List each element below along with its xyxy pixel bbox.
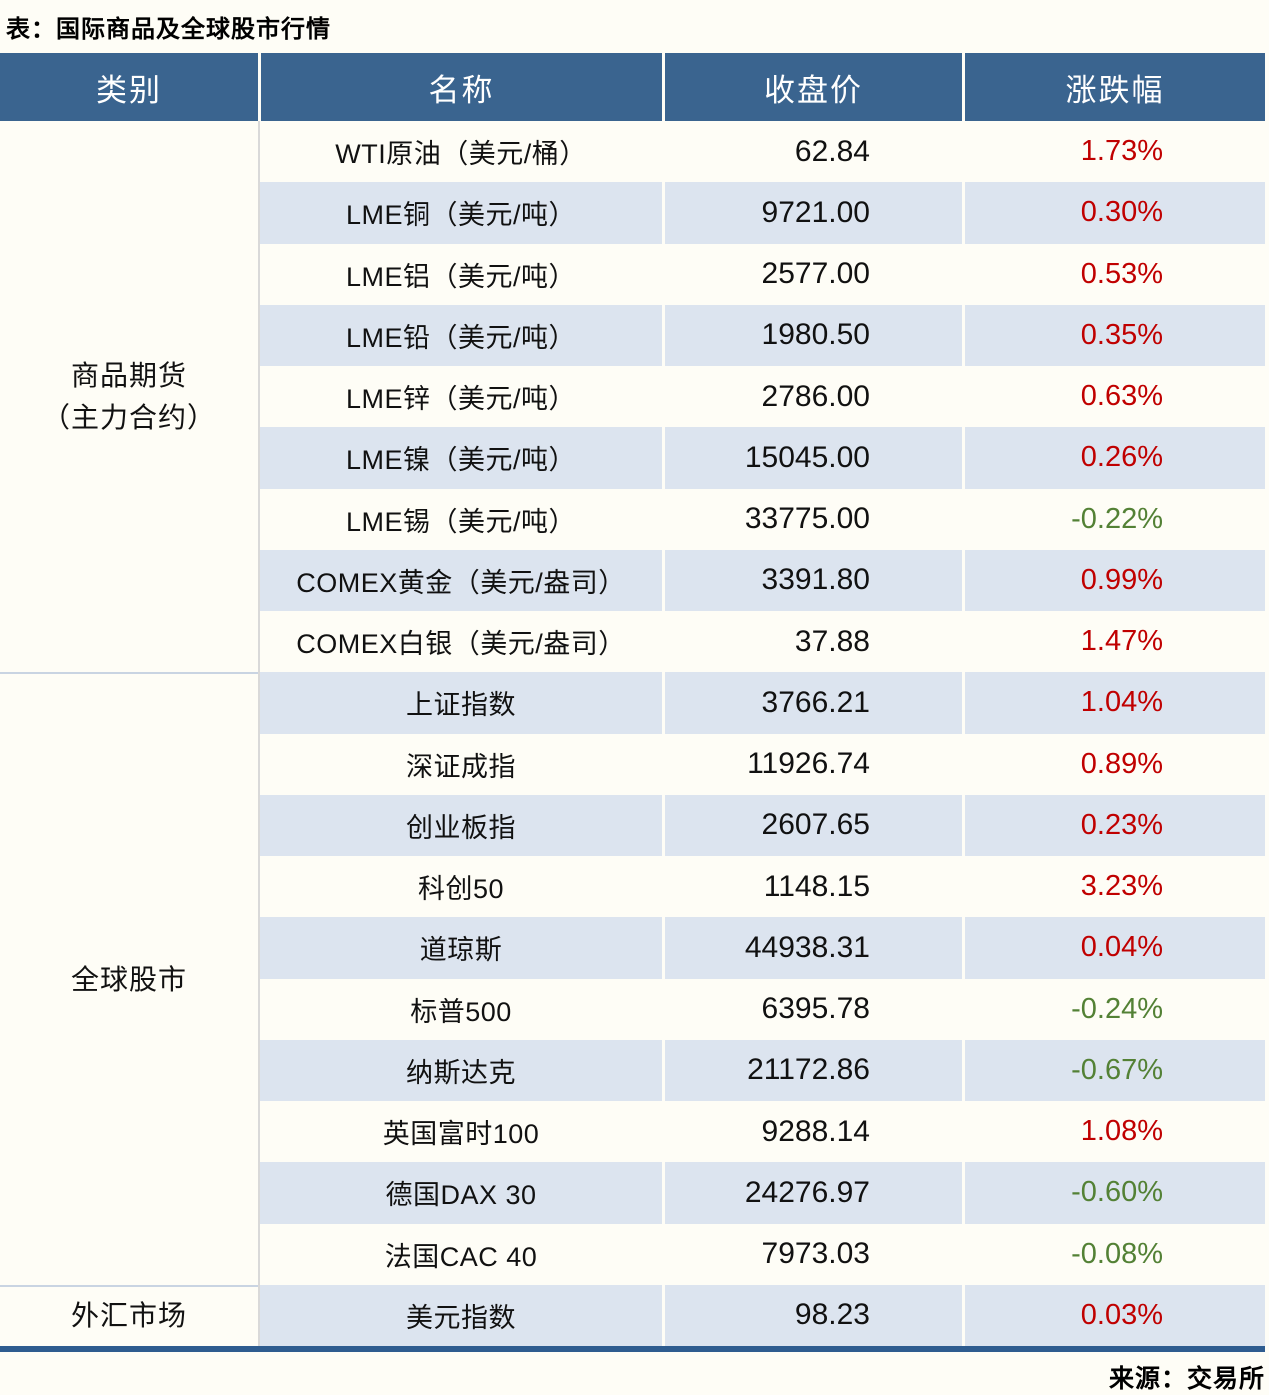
name-cell: 道琼斯 [258, 917, 662, 979]
close-cell: 24276.97 [662, 1162, 962, 1224]
change-cell: -0.22% [962, 488, 1265, 550]
name-cell: LME铝（美元/吨） [258, 243, 662, 305]
change-cell: 1.04% [962, 672, 1265, 734]
market-table: 类别 名称 收盘价 涨跌幅 商品期货 （主力合约） WTI原油（美元/桶） 62.84… [0, 53, 1265, 1352]
change-cell: 3.23% [962, 856, 1265, 918]
header-name: 名称 [258, 53, 662, 121]
change-cell: -0.24% [962, 978, 1265, 1040]
close-cell: 9288.14 [662, 1101, 962, 1163]
change-cell: 0.04% [962, 917, 1265, 979]
close-cell: 3766.21 [662, 672, 962, 734]
close-cell: 3391.80 [662, 549, 962, 611]
change-cell: -0.67% [962, 1039, 1265, 1101]
name-cell: 深证成指 [258, 733, 662, 795]
table-title: 表：国际商品及全球股市行情 [6, 16, 331, 43]
change-cell: 0.89% [962, 733, 1265, 795]
name-cell: 标普500 [258, 978, 662, 1040]
name-cell: 美元指数 [258, 1284, 662, 1346]
name-cell: LME锌（美元/吨） [258, 366, 662, 428]
category-line: 商品期货 [70, 359, 187, 391]
header-close: 收盘价 [662, 53, 962, 121]
close-cell: 62.84 [662, 121, 962, 183]
header-change: 涨跌幅 [962, 53, 1265, 121]
close-cell: 44938.31 [662, 917, 962, 979]
category-line: 全球股市 [70, 963, 187, 995]
close-cell: 33775.00 [662, 488, 962, 550]
close-cell: 1980.50 [662, 304, 962, 366]
name-cell: LME锡（美元/吨） [258, 488, 662, 550]
close-cell: 6395.78 [662, 978, 962, 1040]
name-cell: 科创50 [258, 856, 662, 918]
name-cell: LME镍（美元/吨） [258, 427, 662, 489]
close-cell: 7973.03 [662, 1223, 962, 1285]
name-cell: 法国CAC 40 [258, 1223, 662, 1285]
change-cell: 1.08% [962, 1101, 1265, 1163]
change-cell: 0.23% [962, 794, 1265, 856]
close-cell: 37.88 [662, 611, 962, 673]
name-cell: 英国富时100 [258, 1101, 662, 1163]
category-line: （主力合约） [41, 401, 216, 433]
close-cell: 15045.00 [662, 427, 962, 489]
close-cell: 2786.00 [662, 366, 962, 428]
category-cell-3: 外汇市场 [0, 1284, 258, 1346]
name-cell: LME铅（美元/吨） [258, 304, 662, 366]
name-cell: 纳斯达克 [258, 1039, 662, 1101]
close-cell: 98.23 [662, 1284, 962, 1346]
change-cell: 0.63% [962, 366, 1265, 428]
category-line: 外汇市场 [70, 1300, 187, 1332]
name-cell: COMEX黄金（美元/盎司） [258, 549, 662, 611]
name-cell: 德国DAX 30 [258, 1162, 662, 1224]
change-cell: 0.03% [962, 1284, 1265, 1346]
close-cell: 9721.00 [662, 182, 962, 244]
name-cell: 创业板指 [258, 794, 662, 856]
change-cell: 0.30% [962, 182, 1265, 244]
header-category: 类别 [0, 53, 258, 121]
close-cell: 2577.00 [662, 243, 962, 305]
name-cell: 上证指数 [258, 672, 662, 734]
change-cell: 0.99% [962, 549, 1265, 611]
change-cell: 0.26% [962, 427, 1265, 489]
category-cell-2: 全球股市 [0, 672, 258, 1285]
change-cell: -0.60% [962, 1162, 1265, 1224]
change-cell: 1.47% [962, 611, 1265, 673]
name-cell: COMEX白银（美元/盎司） [258, 611, 662, 673]
change-cell: 1.73% [962, 121, 1265, 183]
category-cell-1: 商品期货 （主力合约） [0, 121, 258, 672]
close-cell: 21172.86 [662, 1039, 962, 1101]
name-cell: WTI原油（美元/桶） [258, 121, 662, 183]
close-cell: 2607.65 [662, 794, 962, 856]
close-cell: 11926.74 [662, 733, 962, 795]
name-cell: LME铜（美元/吨） [258, 182, 662, 244]
change-cell: -0.08% [962, 1223, 1265, 1285]
change-cell: 0.35% [962, 304, 1265, 366]
close-cell: 1148.15 [662, 856, 962, 918]
change-cell: 0.53% [962, 243, 1265, 305]
source-note: 来源：交易所 [1108, 1365, 1265, 1393]
